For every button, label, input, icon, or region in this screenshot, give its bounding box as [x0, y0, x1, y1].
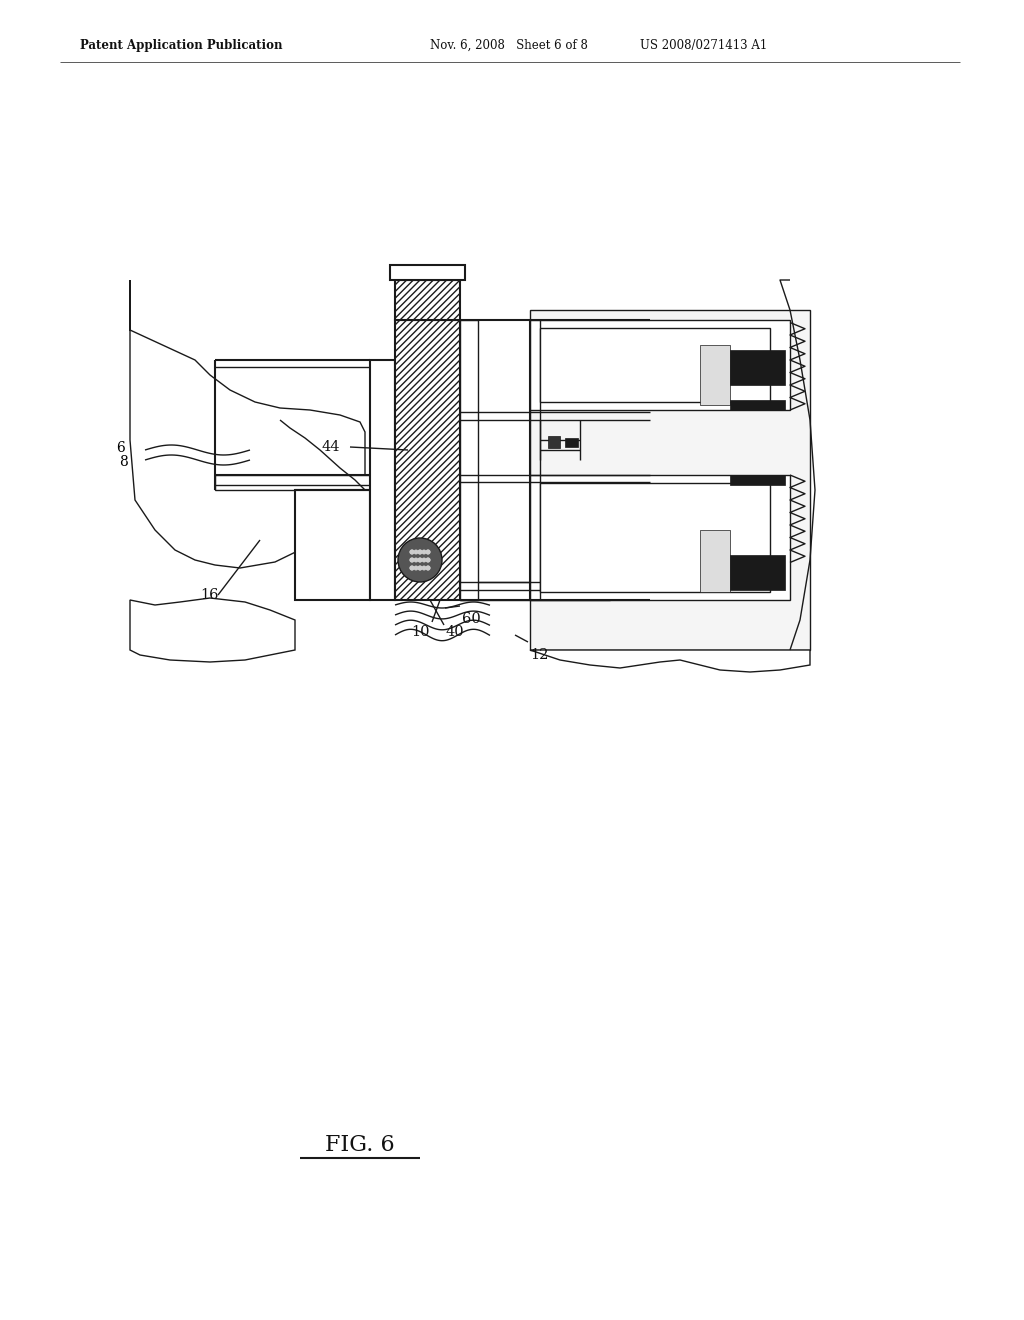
Circle shape: [414, 565, 419, 570]
Circle shape: [410, 549, 415, 554]
Text: Nov. 6, 2008   Sheet 6 of 8: Nov. 6, 2008 Sheet 6 of 8: [430, 38, 588, 51]
Polygon shape: [700, 531, 730, 591]
Circle shape: [410, 557, 415, 562]
Polygon shape: [530, 319, 790, 411]
Polygon shape: [565, 438, 578, 447]
Polygon shape: [540, 483, 770, 591]
Polygon shape: [730, 554, 785, 590]
Polygon shape: [530, 310, 810, 649]
Polygon shape: [390, 265, 465, 280]
Polygon shape: [130, 598, 295, 663]
Polygon shape: [540, 327, 770, 403]
Polygon shape: [395, 280, 460, 319]
Circle shape: [422, 549, 427, 554]
Circle shape: [414, 557, 419, 562]
Polygon shape: [530, 649, 810, 672]
Circle shape: [426, 565, 430, 570]
Text: FIG. 6: FIG. 6: [326, 1134, 395, 1156]
Circle shape: [418, 557, 423, 562]
Circle shape: [410, 549, 415, 554]
Polygon shape: [460, 319, 478, 601]
Polygon shape: [370, 360, 395, 601]
Circle shape: [410, 557, 415, 562]
Text: 40: 40: [445, 624, 464, 639]
Circle shape: [418, 549, 423, 554]
Circle shape: [418, 565, 423, 570]
Circle shape: [426, 557, 430, 562]
Circle shape: [422, 557, 427, 562]
Polygon shape: [730, 400, 785, 411]
Text: 44: 44: [322, 440, 340, 454]
Text: US 2008/0271413 A1: US 2008/0271413 A1: [640, 38, 767, 51]
Circle shape: [426, 549, 430, 554]
Circle shape: [410, 565, 415, 570]
Polygon shape: [460, 582, 610, 601]
Circle shape: [426, 557, 430, 562]
Polygon shape: [295, 490, 370, 601]
Circle shape: [418, 557, 423, 562]
Text: 8: 8: [119, 455, 128, 469]
Polygon shape: [730, 350, 785, 385]
Text: 6: 6: [117, 441, 125, 455]
Polygon shape: [548, 436, 560, 447]
Circle shape: [422, 565, 427, 570]
Circle shape: [410, 565, 415, 570]
Polygon shape: [700, 345, 730, 405]
Text: 10: 10: [412, 624, 430, 639]
Polygon shape: [215, 475, 370, 490]
Circle shape: [418, 549, 423, 554]
Polygon shape: [395, 319, 460, 601]
Circle shape: [398, 539, 442, 582]
Text: Patent Application Publication: Patent Application Publication: [80, 38, 283, 51]
Circle shape: [426, 549, 430, 554]
Text: 16: 16: [200, 587, 218, 602]
Circle shape: [418, 565, 423, 570]
Polygon shape: [530, 475, 790, 601]
Polygon shape: [730, 475, 785, 484]
Polygon shape: [130, 280, 365, 568]
Circle shape: [414, 549, 419, 554]
Text: 12: 12: [530, 648, 549, 663]
Text: 60: 60: [462, 612, 480, 626]
Circle shape: [426, 565, 430, 570]
